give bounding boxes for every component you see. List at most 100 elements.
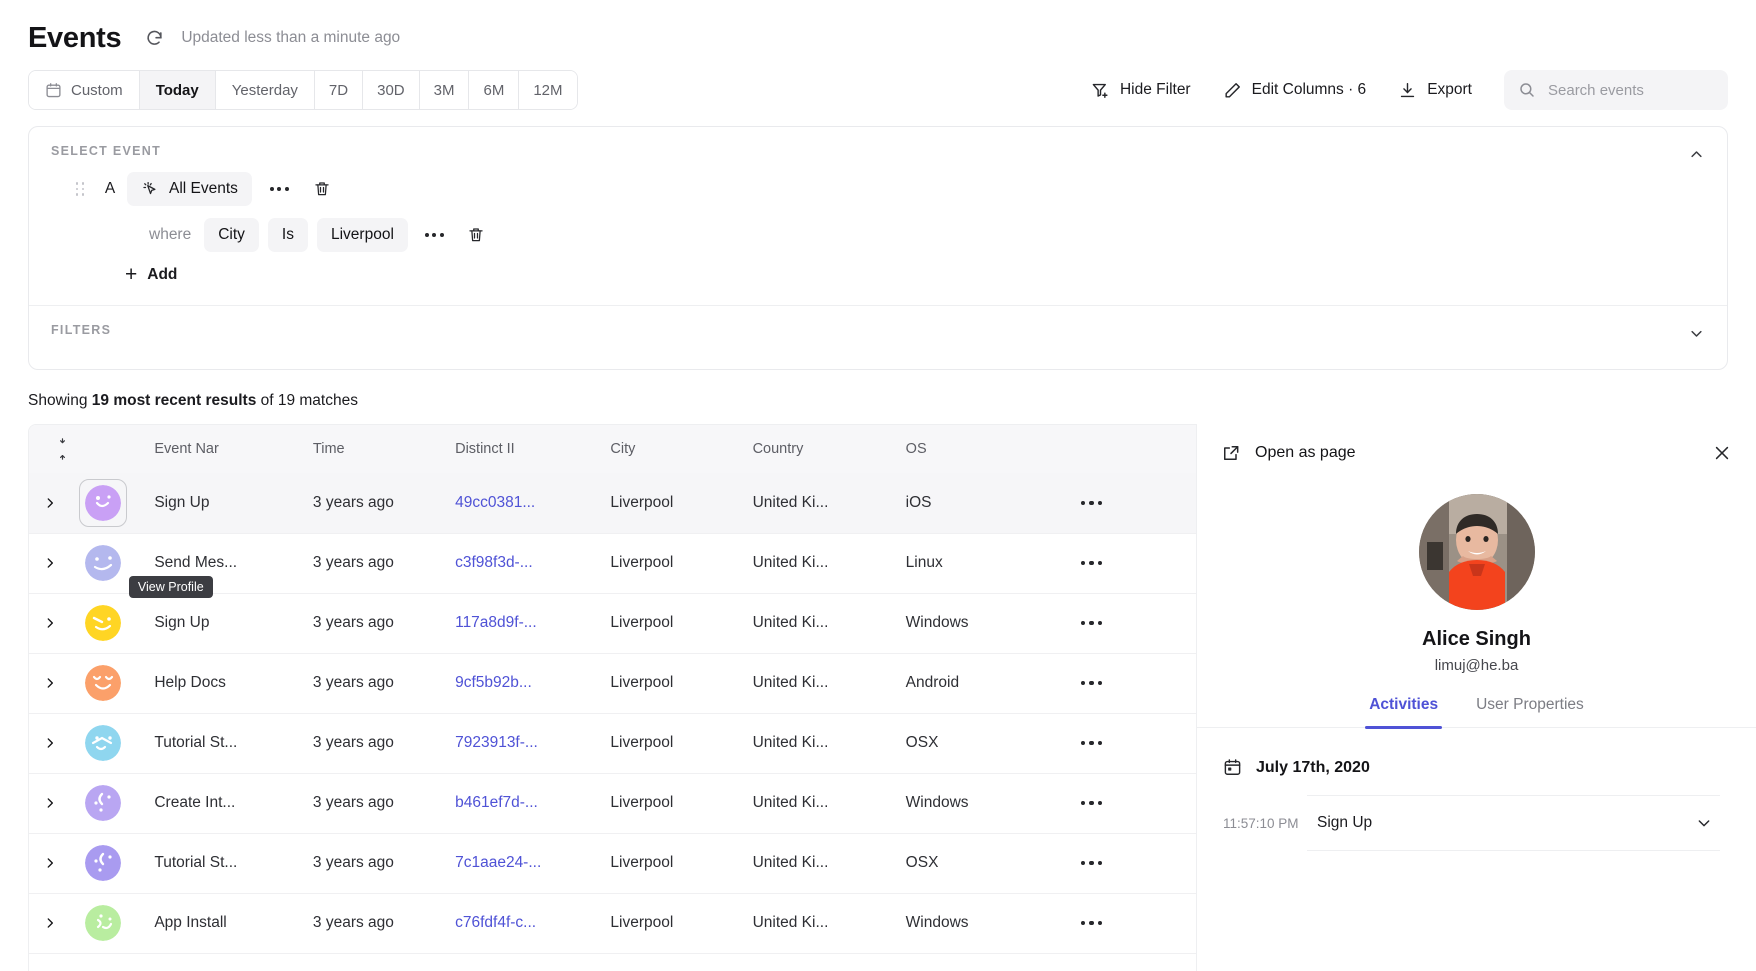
chevron-right-icon[interactable] [29, 916, 71, 930]
cell-distinct-id[interactable]: 117a8d9f-... [455, 614, 537, 631]
row-expander-cell[interactable] [29, 593, 75, 653]
activity-time: 11:57:10 PM [1223, 815, 1299, 831]
more-options-icon[interactable] [1065, 620, 1196, 626]
column-header-country[interactable]: Country [737, 425, 890, 473]
open-as-page-button[interactable]: Open as page [1221, 443, 1356, 463]
chevron-right-icon[interactable] [29, 676, 71, 690]
column-header-os[interactable]: OS [890, 425, 1065, 473]
cell-distinct-id[interactable]: b461ef7d-... [455, 794, 538, 811]
cell-distinct-id[interactable]: 7c1aae24-... [455, 854, 542, 871]
row-avatar-cell[interactable] [75, 653, 138, 713]
table-row[interactable]: Tutorial St... 3 years ago 7923913f-... Liv… [29, 713, 1196, 773]
row-avatar-cell[interactable] [75, 713, 138, 773]
range-today[interactable]: Today [139, 71, 216, 109]
tab-activities[interactable]: Activities [1365, 696, 1443, 729]
cell-row-menu[interactable] [1065, 773, 1196, 833]
more-options-icon[interactable] [1065, 500, 1196, 505]
filter-operator-pill[interactable]: Is [267, 218, 308, 252]
row-avatar-cell[interactable]: View Profile [75, 533, 213, 598]
chevron-right-icon[interactable] [29, 496, 71, 510]
row-expander-cell[interactable] [29, 773, 75, 833]
row-expander-cell[interactable] [29, 893, 75, 953]
row-avatar-cell[interactable] [75, 893, 138, 953]
row-avatar-cell[interactable] [75, 833, 138, 893]
range-7d[interactable]: 7D [314, 71, 364, 109]
cell-distinct-id[interactable]: 7923913f-... [455, 734, 538, 751]
hide-filter-button[interactable]: Hide Filter [1077, 70, 1205, 110]
refresh-icon[interactable] [143, 27, 165, 49]
cell-row-menu[interactable] [1065, 593, 1196, 653]
view-profile-avatar-button[interactable] [78, 478, 127, 527]
chevron-right-icon[interactable] [29, 736, 71, 750]
chevron-right-icon[interactable] [29, 556, 71, 570]
column-header-time[interactable]: Time [297, 425, 439, 473]
chevron-down-icon[interactable] [1696, 815, 1720, 831]
drag-handle-icon[interactable] [73, 182, 87, 196]
row-avatar-cell[interactable] [75, 593, 138, 653]
sort-column-header[interactable] [29, 425, 75, 473]
chevron-right-icon[interactable] [29, 796, 71, 810]
table-row[interactable]: App Install 3 years ago c76fdf4f-c... Liver… [29, 893, 1196, 953]
table-row[interactable]: View Profile Send Mes... 3 years ago c3f98f… [29, 533, 1196, 598]
where-clause-more-button[interactable] [417, 220, 452, 250]
more-options-icon[interactable] [1065, 800, 1196, 806]
tab-user-properties[interactable]: User Properties [1476, 696, 1584, 727]
more-options-icon[interactable] [1065, 860, 1196, 866]
filter-property-pill[interactable]: City [204, 218, 259, 252]
more-options-icon[interactable] [1065, 920, 1196, 926]
search-events-box[interactable] [1504, 70, 1728, 110]
add-clause-button[interactable]: + Add [29, 254, 1727, 285]
cell-row-menu[interactable] [1065, 833, 1196, 893]
where-clause-delete-button[interactable] [461, 220, 491, 250]
select-event-collapse-toggle[interactable] [1683, 141, 1709, 167]
range-yesterday[interactable]: Yesterday [215, 71, 315, 109]
chevron-right-icon[interactable] [29, 856, 71, 870]
row-expander-cell[interactable] [29, 473, 75, 533]
table-row[interactable]: Create Int... 3 years ago b461ef7d-... Live… [29, 773, 1196, 833]
export-button[interactable]: Export [1384, 70, 1486, 110]
cell-distinct-id[interactable]: c3f98f3d-... [455, 554, 533, 571]
range-3m[interactable]: 3M [419, 71, 470, 109]
table-row[interactable]: Tutorial St... 3 years ago 7c1aae24-... Liv… [29, 833, 1196, 893]
filters-section: FILTERS [29, 305, 1727, 369]
range-custom[interactable]: Custom [29, 71, 140, 109]
row-expander-cell[interactable] [29, 533, 75, 593]
cell-row-menu[interactable] [1065, 893, 1196, 953]
column-header-distinct-id[interactable]: Distinct II [439, 425, 594, 473]
range-12m[interactable]: 12M [519, 71, 577, 109]
all-events-pill[interactable]: All Events [127, 172, 252, 206]
row-expander-cell[interactable] [29, 713, 75, 773]
table-row[interactable]: Sign Up 3 years ago 49cc0381... Liverpool Un… [29, 473, 1196, 533]
table-row[interactable]: Help Docs 3 years ago 9cf5b92b... Liverpool… [29, 653, 1196, 713]
filters-collapse-toggle[interactable] [1683, 320, 1709, 346]
range-30d[interactable]: 30D [363, 71, 420, 109]
column-header-city[interactable]: City [594, 425, 736, 473]
cell-distinct-id[interactable]: 9cf5b92b... [455, 674, 532, 691]
event-clause-more-button[interactable] [262, 174, 297, 204]
cell-row-menu[interactable] [1065, 533, 1196, 593]
close-icon[interactable] [1712, 443, 1732, 463]
search-input[interactable] [1548, 81, 1714, 99]
row-expander-cell[interactable] [29, 653, 75, 713]
chevron-right-icon[interactable] [29, 616, 71, 630]
edit-columns-button[interactable]: Edit Columns · 6 [1209, 70, 1381, 110]
column-header-event-name[interactable]: Event Nar [138, 425, 297, 473]
cell-row-menu[interactable] [1065, 653, 1196, 713]
sort-icon[interactable] [29, 438, 75, 460]
pencil-icon [1223, 81, 1242, 100]
activity-item[interactable]: Sign Up [1307, 795, 1720, 851]
table-row[interactable]: Sign Up 3 years ago 117a8d9f-... Liverpool U… [29, 593, 1196, 653]
range-6m[interactable]: 6M [469, 71, 520, 109]
cell-distinct-id[interactable]: c76fdf4f-c... [455, 914, 537, 931]
more-options-icon[interactable] [1065, 740, 1196, 746]
row-expander-cell[interactable] [29, 833, 75, 893]
event-clause-delete-button[interactable] [307, 174, 337, 204]
row-avatar-cell[interactable] [75, 773, 138, 833]
cell-row-menu[interactable] [1065, 473, 1196, 533]
cell-distinct-id[interactable]: 49cc0381... [455, 493, 536, 511]
filter-value-pill[interactable]: Liverpool [316, 218, 408, 252]
cell-row-menu[interactable] [1065, 713, 1196, 773]
row-avatar-cell[interactable] [75, 473, 138, 533]
more-options-icon[interactable] [1065, 560, 1196, 566]
more-options-icon[interactable] [1065, 680, 1196, 686]
